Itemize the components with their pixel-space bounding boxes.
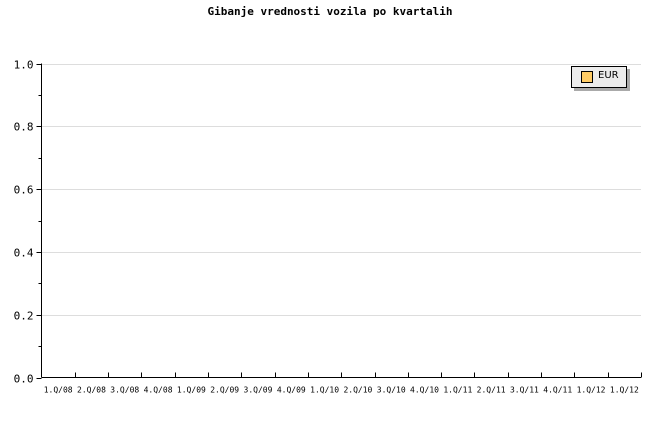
- chart-title: Gibanje vrednosti vozila po kvartalih: [207, 5, 453, 18]
- x-tick-label: 1.Q/10: [310, 386, 339, 395]
- x-tick-label: 3.Q/09: [244, 386, 273, 395]
- x-tick-label: 1.Q/08: [44, 386, 73, 395]
- x-tick-label: 1.Q/11: [443, 386, 472, 395]
- x-tick-label: 1.Q/12: [577, 386, 606, 395]
- legend-label-eur: EUR: [598, 70, 619, 81]
- legend: EUR: [571, 66, 627, 88]
- x-tick-label: 1.Q/09: [177, 386, 206, 395]
- x-tick-label: 3.Q/08: [110, 386, 139, 395]
- x-tick-label: 2.Q/09: [210, 386, 239, 395]
- x-tick-label: 2.Q/08: [77, 386, 106, 395]
- x-tick-label: 2.Q/10: [343, 386, 372, 395]
- y-tick-label: 0.0: [14, 373, 34, 386]
- y-tick-label: 0.6: [14, 184, 34, 197]
- x-tick-label: 4.Q/08: [144, 386, 173, 395]
- x-tick-label: 4.Q/10: [410, 386, 439, 395]
- x-tick-label: 2.Q/11: [477, 386, 506, 395]
- x-tick-label: 1.Q/12: [610, 386, 639, 395]
- x-tick-label: 4.Q/09: [277, 386, 306, 395]
- y-tick-label: 0.2: [14, 310, 34, 323]
- x-tick-label: 3.Q/10: [377, 386, 406, 395]
- y-tick-label: 0.8: [14, 121, 34, 134]
- y-tick-label: 0.4: [14, 247, 34, 260]
- x-tick-label: 4.Q/11: [543, 386, 572, 395]
- y-tick-label: 1.0: [14, 59, 34, 72]
- x-tick-label: 3.Q/11: [510, 386, 539, 395]
- legend-swatch-eur: [581, 71, 593, 83]
